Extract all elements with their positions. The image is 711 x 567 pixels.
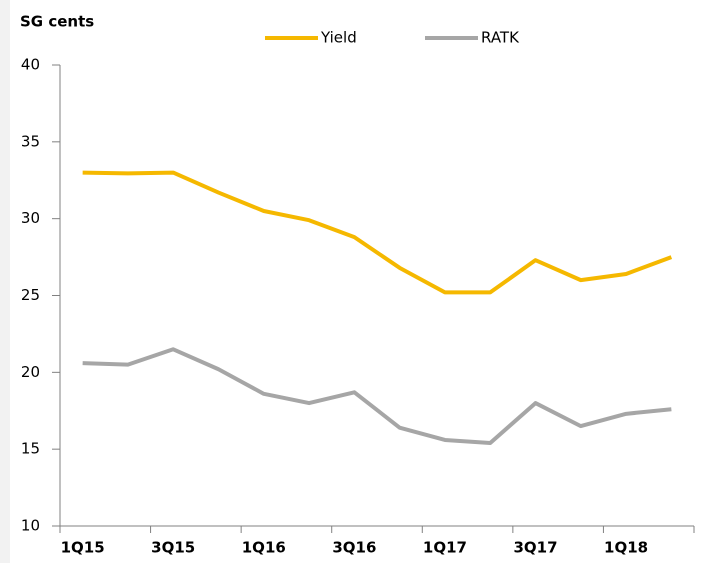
y-axis-label: SG cents <box>20 13 94 31</box>
y-tick-label: 10 <box>21 517 40 535</box>
side-strip <box>0 0 10 563</box>
x-tick-label: 1Q18 <box>604 539 648 557</box>
y-tick-label: 30 <box>21 209 40 227</box>
x-tick-label: 1Q17 <box>423 539 467 557</box>
x-tick-label: 3Q15 <box>151 539 195 557</box>
x-tick-label: 1Q15 <box>61 539 105 557</box>
y-tick-label: 15 <box>21 440 40 458</box>
x-tick-label: 1Q16 <box>242 539 286 557</box>
series-line <box>82 347 672 446</box>
x-tick-label: 3Q17 <box>513 539 557 557</box>
y-tick-label: 20 <box>21 363 40 381</box>
legend-label: Yield <box>320 29 357 47</box>
y-tick-label: 25 <box>21 286 40 304</box>
series-line <box>82 170 673 295</box>
legend-label: RATK <box>481 29 520 47</box>
x-tick-label: 3Q16 <box>332 539 376 557</box>
y-tick-label: 35 <box>21 132 40 150</box>
y-tick-label: 40 <box>21 56 40 74</box>
